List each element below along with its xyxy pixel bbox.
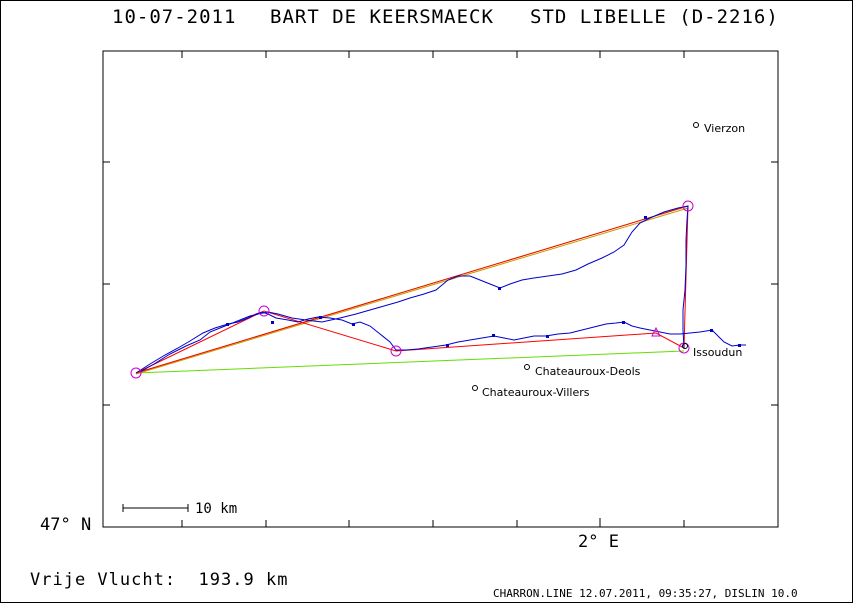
turnpoint-1 <box>258 305 270 317</box>
turnpoints <box>130 200 694 379</box>
chateauroux-deols-marker <box>524 364 530 370</box>
flight-header: 10-07-2011 BART DE KEERSMAECK STD LIBELL… <box>0 6 853 32</box>
latitude-label: 47° N <box>40 515 92 535</box>
pilot-name: BART DE KEERSMAECK <box>270 6 494 28</box>
plot-frame <box>102 50 779 528</box>
distance-value: 193.9 km <box>198 570 289 590</box>
glider-name: STD LIBELLE (D-2216) <box>530 6 779 28</box>
left-ticks <box>103 51 778 527</box>
scale-bar: 10 km <box>122 501 237 517</box>
scale-bar-label: 10 km <box>195 501 237 517</box>
turnpoint-start <box>130 367 142 379</box>
flight-date: 10-07-2011 <box>112 6 237 28</box>
turnpoint-3 <box>682 200 694 212</box>
distance-label: Vrije Vlucht: <box>30 570 177 590</box>
longitude-label: 2° E <box>578 532 619 552</box>
place-vierzon: Vierzon <box>704 122 745 135</box>
vierzon-marker <box>693 122 699 128</box>
task-red <box>135 205 689 374</box>
place-markers <box>472 122 699 391</box>
turnpoint-4 <box>678 342 690 354</box>
place-chateauroux-villers: Chateauroux-Villers <box>482 386 590 399</box>
track-markers <box>226 216 741 347</box>
gps-track <box>135 311 746 374</box>
gps-track-return <box>139 205 689 373</box>
place-issoudun: Issoudun <box>693 346 742 359</box>
issoudun-marker <box>682 343 688 349</box>
chateauroux-villers-marker <box>472 385 478 391</box>
turnpoint-triangle <box>651 326 661 337</box>
distance-summary: Vrije Vlucht: 193.9 km <box>30 570 288 590</box>
task-orange <box>135 207 689 375</box>
place-chateauroux-deols: Chateauroux-Deols <box>535 365 641 378</box>
credit-line: CHARRON.LINE 12.07.2011, 09:35:27, DISLI… <box>493 587 798 600</box>
turnpoint-2 <box>390 345 402 357</box>
